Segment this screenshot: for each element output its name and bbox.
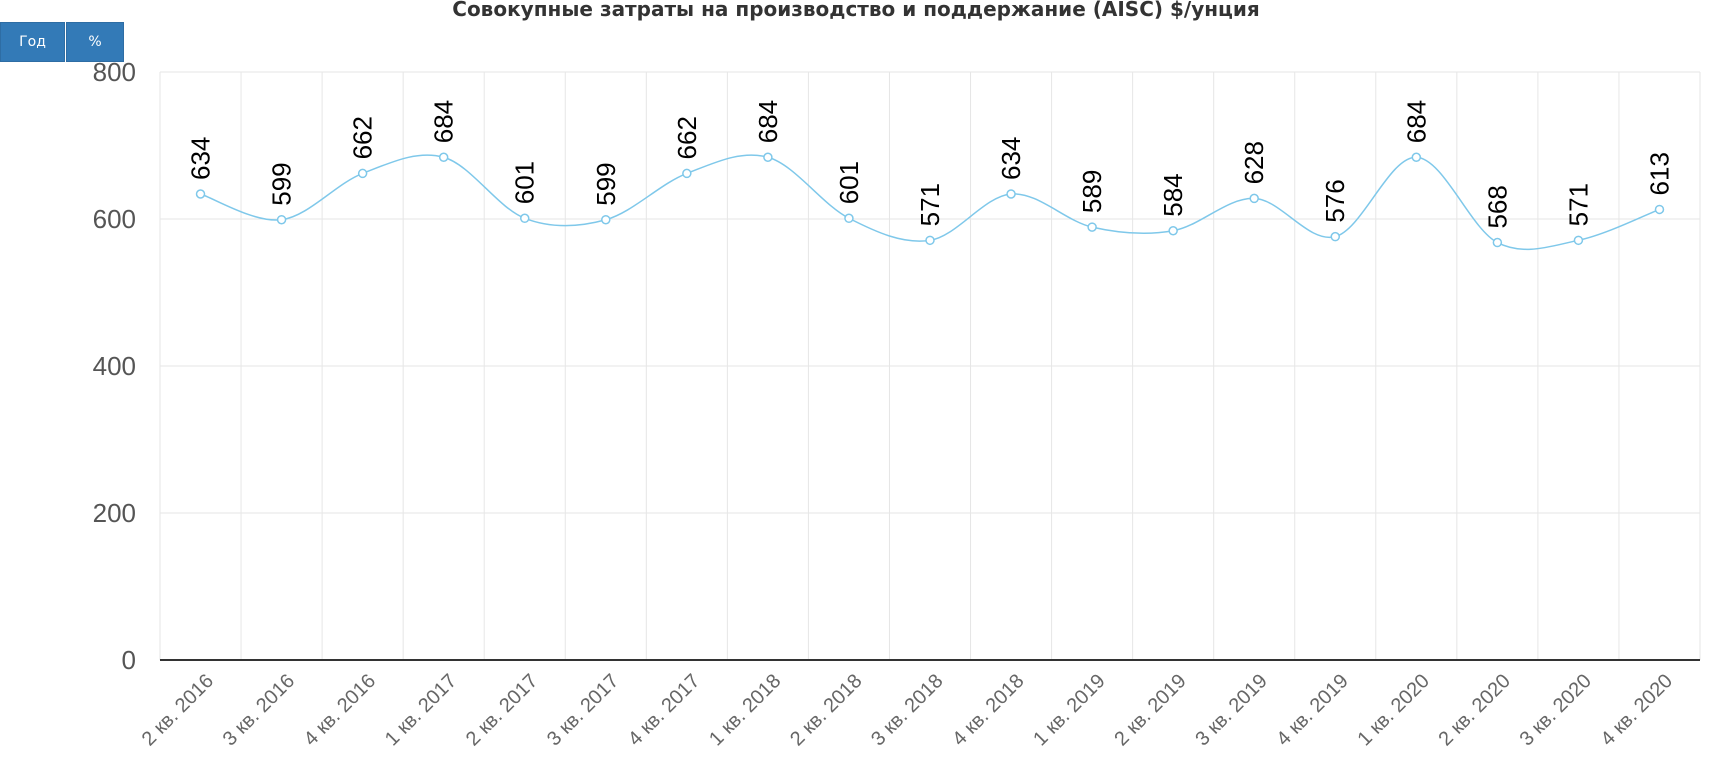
data-label: 684 [1401,100,1431,143]
data-label: 628 [1239,141,1269,184]
data-label: 599 [267,162,297,205]
x-tick-label: 4 кв. 2018 [948,670,1028,750]
data-point [1411,152,1422,163]
data-point [682,168,692,179]
chart-title: Совокупные затраты на производство и под… [452,0,1260,21]
data-label: 613 [1644,152,1674,195]
x-tick-label: 1 кв. 2018 [705,670,785,750]
y-tick-label: 600 [93,204,136,234]
data-point [1087,222,1097,232]
data-label: 662 [348,116,378,159]
x-tick-label: 3 кв. 2020 [1516,670,1596,750]
data-point [438,152,449,163]
data-label: 571 [1563,183,1593,226]
data-point [1573,235,1584,246]
data-point [1006,189,1016,199]
x-tick-label: 4 кв. 2017 [624,670,704,750]
data-label: 571 [915,183,945,226]
data-point [1330,231,1341,242]
data-point [1168,226,1178,236]
x-tick-label: 4 кв. 2020 [1597,670,1677,750]
data-label: 634 [996,137,1026,180]
x-tick-label: 2 кв. 2018 [786,670,866,750]
data-label: 684 [753,100,783,143]
data-label: 568 [1482,185,1512,228]
x-tick-label: 2 кв. 2016 [138,670,218,750]
x-tick-label: 3 кв. 2016 [219,670,299,750]
data-point [925,235,935,246]
x-tick-label: 2 кв. 2020 [1435,670,1515,750]
data-point [844,213,854,224]
data-label: 584 [1158,173,1188,216]
percent-button[interactable]: % [66,22,124,62]
data-label: 576 [1320,179,1350,222]
y-tick-label: 400 [93,351,136,381]
data-label: 599 [591,162,621,205]
data-label: 601 [510,161,540,204]
data-label: 662 [672,116,702,159]
data-point [519,213,530,224]
y-tick-label: 0 [122,645,136,675]
data-point [601,214,611,225]
data-point [1249,193,1259,204]
x-tick-label: 3 кв. 2019 [1191,670,1271,750]
y-tick-label: 200 [93,498,136,528]
data-point [763,152,773,163]
data-point [195,189,206,199]
data-label: 589 [1077,170,1107,213]
x-tick-label: 3 кв. 2018 [867,670,947,750]
x-tick-label: 1 кв. 2017 [381,670,461,750]
x-tick-label: 1 кв. 2019 [1029,670,1109,750]
data-point [1492,237,1503,248]
data-point [357,168,368,179]
x-tick-label: 4 кв. 2019 [1272,670,1352,750]
x-tick-label: 3 кв. 2017 [543,670,623,750]
data-point [1654,204,1665,215]
data-label: 634 [186,137,216,180]
data-label: 601 [834,161,864,204]
data-label: 684 [429,100,459,143]
year-button[interactable]: Год [0,22,65,62]
x-tick-label: 4 кв. 2016 [300,670,380,750]
x-tick-label: 2 кв. 2017 [462,670,542,750]
y-tick-label: 800 [93,57,136,87]
x-tick-label: 2 кв. 2019 [1110,670,1190,750]
data-point [276,214,287,225]
x-tick-label: 1 кв. 2020 [1353,670,1433,750]
